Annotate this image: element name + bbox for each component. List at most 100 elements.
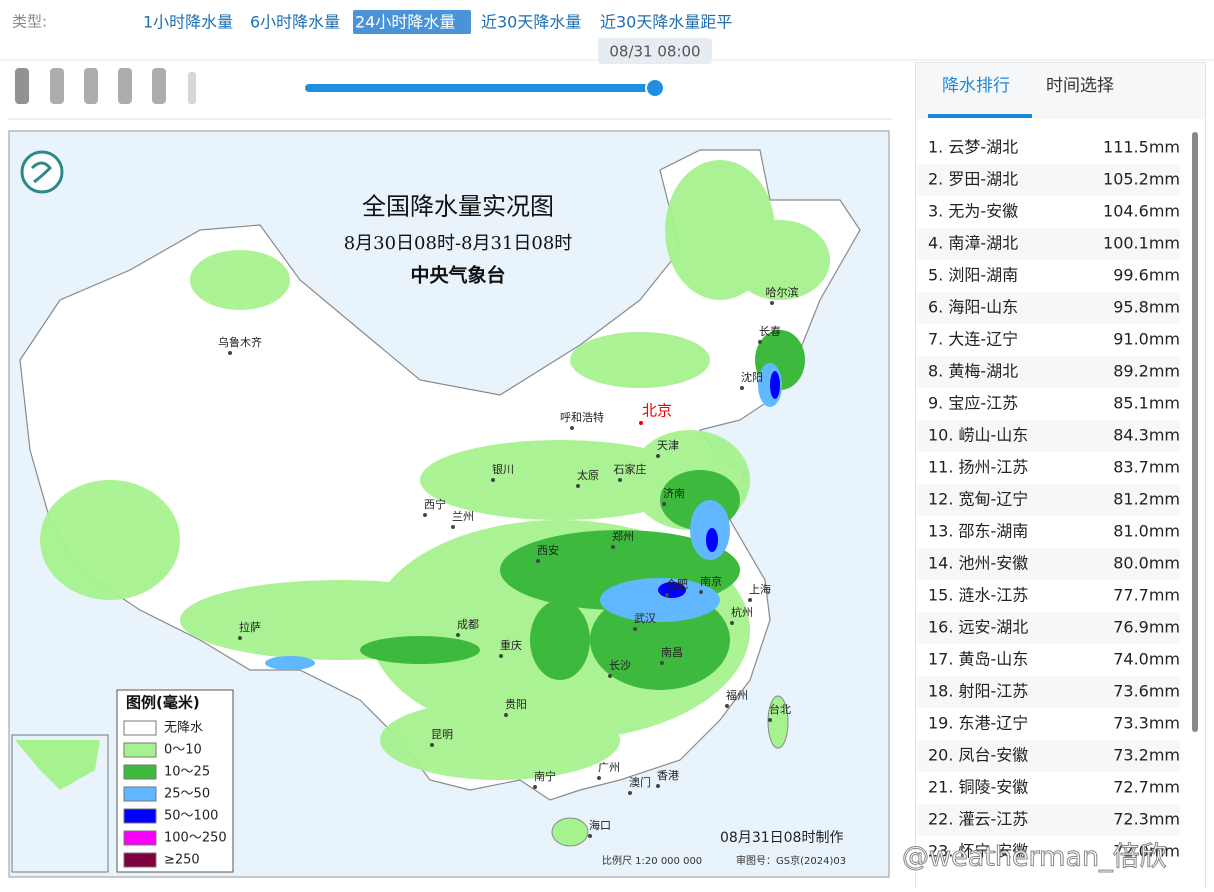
- city-label: 天津: [657, 439, 679, 452]
- map-scale: 比例尺 1:20 000 000: [602, 854, 702, 867]
- row[interactable]: [918, 644, 1180, 676]
- row[interactable]: [918, 708, 1180, 740]
- row[interactable]: [918, 196, 1180, 228]
- row[interactable]: [918, 388, 1180, 420]
- row[interactable]: [918, 676, 1180, 708]
- row[interactable]: [918, 580, 1180, 612]
- legend-label: ≥250: [164, 853, 200, 868]
- row[interactable]: [918, 548, 1180, 580]
- row[interactable]: [918, 740, 1180, 772]
- slider-knob[interactable]: [645, 78, 665, 98]
- time-label: 08/31 08:00: [609, 43, 700, 61]
- map-agency: 中央气象台: [410, 264, 505, 287]
- city-label: 乌鲁木齐: [218, 335, 262, 349]
- type-tabs: 1小时降水量 6小时降水量 24小时降水量 近30天降水量 近30天降水量距平: [143, 10, 732, 34]
- city-dot: [665, 593, 669, 597]
- panel-header: [916, 63, 1205, 119]
- row[interactable]: [918, 804, 1180, 836]
- city-label: 拉萨: [239, 620, 261, 634]
- city-label: 南宁: [534, 769, 556, 783]
- tab[interactable]: 1小时降水量: [143, 13, 233, 32]
- row[interactable]: [918, 324, 1180, 356]
- control[interactable]: [118, 68, 132, 104]
- row[interactable]: [918, 164, 1180, 196]
- legend-items: 无降水 0～10 10～25 25～50 50～100 100～250 ≥250: [123, 720, 227, 868]
- city-dot: [730, 621, 734, 625]
- row[interactable]: [918, 516, 1180, 548]
- inset-land: [15, 740, 100, 790]
- city-label: 南昌: [661, 646, 683, 659]
- city-dot: [536, 559, 540, 563]
- legend-swatch: [123, 808, 157, 824]
- row[interactable]: [918, 484, 1180, 516]
- row-label: 23. 怀宁-安徽: [928, 842, 1028, 861]
- city-dot: [662, 502, 666, 506]
- city-dot: [656, 454, 660, 458]
- city-dot: [588, 834, 592, 838]
- legend-swatch: [123, 720, 157, 736]
- row-value: 77.7mm: [1113, 586, 1180, 605]
- play-controls[interactable]: [15, 68, 196, 104]
- tab-underline: [928, 114, 1032, 118]
- row-value: 80.0mm: [1113, 554, 1180, 573]
- row[interactable]: [918, 260, 1180, 292]
- map-review: 审图号：GS京(2024)03: [736, 854, 846, 867]
- row[interactable]: [918, 612, 1180, 644]
- city-label: 北京: [642, 402, 672, 420]
- tab[interactable]: 24小时降水量: [355, 13, 455, 32]
- row[interactable]: [918, 292, 1180, 324]
- row-label: 22. 灌云-江苏: [928, 810, 1028, 829]
- row[interactable]: [918, 228, 1180, 260]
- city-label: 杭州: [731, 605, 753, 619]
- city-dot: [456, 633, 460, 637]
- row[interactable]: [918, 356, 1180, 388]
- row-label: 2. 罗田-湖北: [928, 170, 1018, 189]
- tab[interactable]: 6小时降水量: [250, 13, 340, 32]
- row-value: 72.3mm: [1113, 810, 1180, 829]
- slider-track[interactable]: [305, 84, 655, 92]
- city-label: 沈阳: [741, 370, 763, 384]
- row[interactable]: [918, 836, 1180, 868]
- row-value: 84.3mm: [1113, 426, 1180, 445]
- legend-swatch: [123, 786, 157, 802]
- city-label: 太原: [577, 469, 599, 482]
- control[interactable]: [188, 72, 196, 104]
- ranking-list: 1. 云梦-湖北 111.5mm 2. 罗田-湖北 105.2mm 3. 无为-安徽 10…: [918, 132, 1180, 868]
- panel-tab[interactable]: 降水排行: [942, 76, 1010, 96]
- island: [551, 817, 589, 847]
- control[interactable]: [50, 68, 64, 104]
- row-label: 14. 池州-安徽: [928, 554, 1028, 573]
- control[interactable]: [84, 68, 98, 104]
- city-label: 长沙: [609, 659, 631, 672]
- row-label: 10. 崂山-山东: [928, 426, 1028, 445]
- legend-label: 25～50: [164, 787, 210, 802]
- city-dot: [576, 484, 580, 488]
- row-value: 72.7mm: [1113, 778, 1180, 797]
- city-label: 呼和浩特: [560, 410, 604, 424]
- tab-highlight[interactable]: [353, 10, 471, 34]
- city-label: 兰州: [452, 510, 474, 523]
- row-value: 73.3mm: [1113, 714, 1180, 733]
- city-dot: [618, 478, 622, 482]
- city-dot: [504, 713, 508, 717]
- legend-label: 10～25: [164, 765, 210, 780]
- panel-tab[interactable]: 时间选择: [1046, 76, 1114, 96]
- control[interactable]: [152, 68, 166, 104]
- panel-tabs: 降水排行 时间选择: [928, 76, 1114, 118]
- row-label: 20. 凤台-安徽: [928, 746, 1028, 765]
- legend-swatch: [123, 764, 157, 780]
- legend-swatch: [123, 852, 157, 868]
- city-dot: [633, 627, 637, 631]
- row[interactable]: [918, 132, 1180, 164]
- control[interactable]: [15, 68, 29, 104]
- tab[interactable]: 近30天降水量距平: [600, 13, 732, 32]
- made-time: 08月31日08时制作: [720, 830, 843, 846]
- row[interactable]: [918, 772, 1180, 804]
- row[interactable]: [918, 452, 1180, 484]
- city-dot: [660, 661, 664, 665]
- row-label: 7. 大连-辽宁: [928, 330, 1018, 349]
- tab[interactable]: 近30天降水量: [481, 13, 581, 32]
- city-dot: [430, 743, 434, 747]
- row[interactable]: [918, 420, 1180, 452]
- scrollbar[interactable]: [1192, 132, 1198, 732]
